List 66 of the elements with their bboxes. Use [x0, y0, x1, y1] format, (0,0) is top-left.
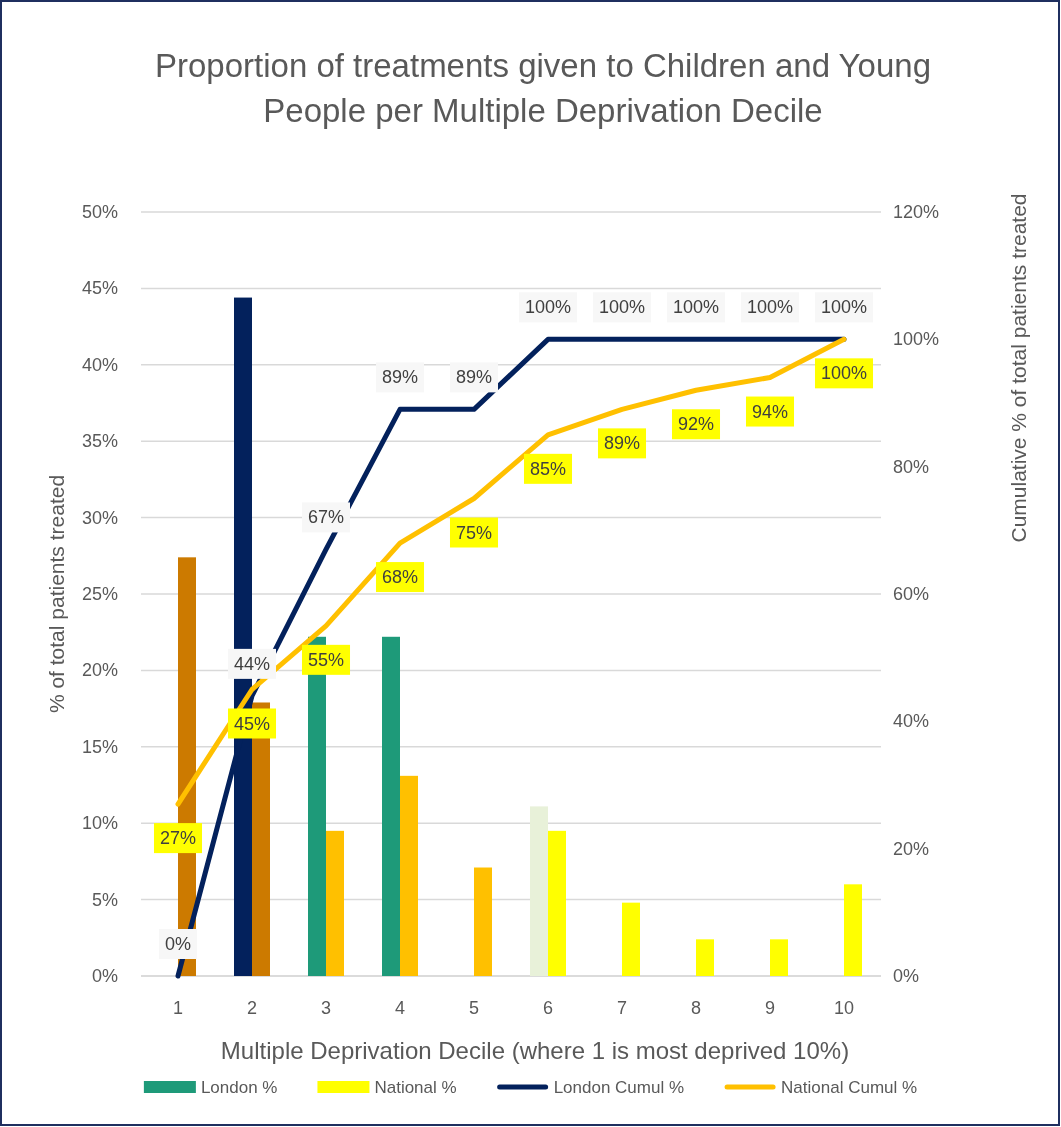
x-tick-label: 7 — [616, 998, 628, 1018]
data-label: 100% — [598, 297, 646, 318]
bar — [770, 939, 788, 976]
data-label: 94% — [751, 401, 789, 422]
y-tick-label: 20% — [81, 660, 118, 681]
x-tick-label: 3 — [320, 998, 332, 1018]
data-label: 89% — [603, 433, 641, 454]
data-label: 100% — [820, 297, 868, 318]
legend-label: National % — [374, 1078, 457, 1097]
y-axis-title: % of total patients treated — [45, 474, 68, 714]
y-tick-label: 5% — [91, 889, 118, 910]
data-label: 100% — [672, 297, 720, 318]
data-label: 89% — [455, 367, 493, 388]
data-label: 100% — [746, 297, 794, 318]
data-label: 0% — [164, 934, 192, 954]
data-label: 27% — [159, 828, 197, 849]
x-tick-label: 2 — [246, 998, 258, 1018]
chart-title: Proportion of treatments given to Children and Young People per Multiple Deprivation Decile — [154, 47, 932, 129]
legend-label: National Cumul % — [781, 1078, 918, 1097]
data-label: 68% — [381, 567, 419, 588]
y2-tick-label: 40% — [893, 711, 930, 732]
data-label: 100% — [524, 297, 572, 318]
y2-axis-title: Cumulative % of total patients treated — [1007, 193, 1030, 543]
x-tick-label: 1 — [172, 998, 184, 1018]
y2-tick-label: 60% — [893, 584, 930, 604]
x-tick-label: 4 — [394, 998, 406, 1018]
x-tick-label: 5 — [468, 998, 480, 1018]
legend-label: London Cumul % — [553, 1078, 685, 1097]
x-axis-title: Multiple Deprivation Decile (where 1 is most deprived 10%) — [220, 1037, 850, 1064]
y2-tick-label: 120% — [893, 202, 940, 222]
y-tick-label: 40% — [81, 354, 118, 375]
bar — [400, 775, 418, 976]
x-tick-label: 8 — [690, 998, 702, 1018]
bar — [530, 806, 548, 976]
data-label: 55% — [307, 649, 345, 670]
data-label: 85% — [529, 458, 567, 479]
data-label: 89% — [381, 367, 419, 388]
y-tick-label: 10% — [81, 813, 118, 834]
y2-tick-label: 20% — [893, 838, 930, 859]
bar — [622, 902, 640, 976]
data-label: 75% — [455, 522, 493, 543]
bar — [474, 867, 492, 976]
data-label: 45% — [233, 713, 271, 734]
legend-label: London % — [200, 1078, 278, 1097]
y2-tick-label: 100% — [893, 329, 940, 350]
data-label: 92% — [677, 414, 715, 435]
data-label: 44% — [233, 653, 271, 674]
bar — [382, 636, 400, 976]
bar — [696, 939, 714, 976]
data-label: 67% — [307, 507, 345, 528]
y2-tick-label: 0% — [893, 966, 920, 986]
y-tick-label: 15% — [81, 736, 118, 757]
y-tick-label: 35% — [81, 431, 118, 452]
y-tick-label: 0% — [91, 966, 118, 986]
x-tick-label: 10 — [833, 998, 855, 1018]
x-tick-label: 9 — [764, 998, 776, 1018]
y-tick-label: 45% — [81, 278, 118, 299]
data-label: 100% — [820, 363, 868, 384]
y-tick-label: 50% — [81, 202, 118, 222]
y-tick-label: 30% — [81, 507, 118, 528]
bar — [844, 884, 862, 976]
bar — [548, 830, 566, 976]
y2-tick-label: 80% — [893, 456, 930, 477]
y-tick-label: 25% — [81, 584, 118, 604]
bar — [326, 830, 344, 976]
x-tick-label: 6 — [542, 998, 554, 1018]
